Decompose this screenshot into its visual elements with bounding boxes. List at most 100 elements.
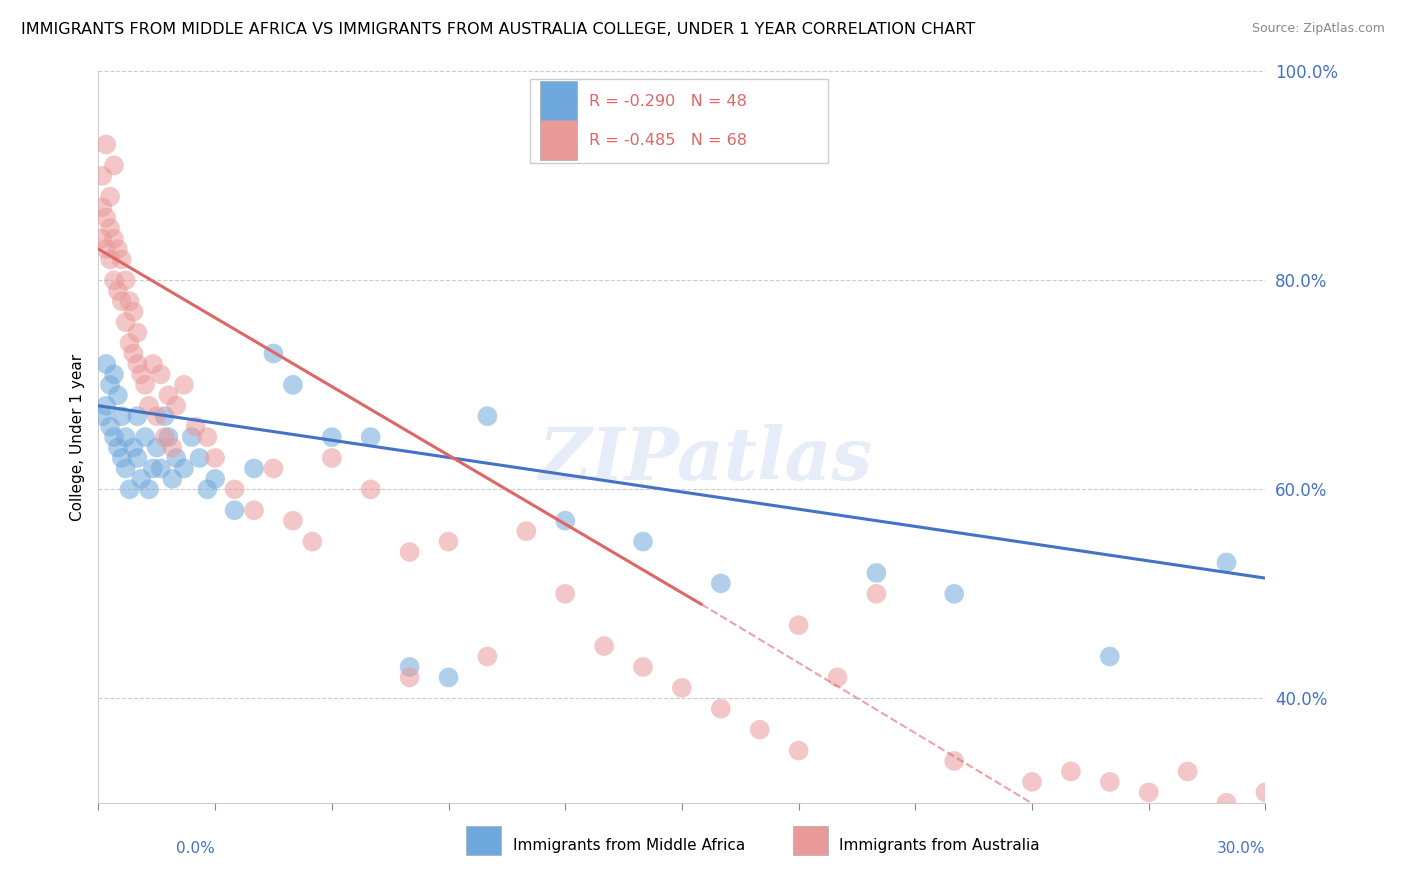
Point xyxy=(321,430,343,444)
Point xyxy=(91,200,114,214)
Point xyxy=(188,450,211,465)
Point xyxy=(710,576,733,591)
Point xyxy=(195,483,218,497)
Point xyxy=(98,190,121,204)
Point xyxy=(787,743,810,757)
Point xyxy=(173,377,195,392)
Point xyxy=(204,472,226,486)
Point xyxy=(96,399,118,413)
Point xyxy=(149,368,172,382)
Point xyxy=(157,388,180,402)
Point xyxy=(398,660,420,674)
Point xyxy=(162,441,184,455)
Text: R = -0.290   N = 48: R = -0.290 N = 48 xyxy=(589,94,747,109)
Point xyxy=(127,357,149,371)
Point xyxy=(301,534,323,549)
Point xyxy=(710,702,733,716)
Text: IMMIGRANTS FROM MIDDLE AFRICA VS IMMIGRANTS FROM AUSTRALIA COLLEGE, UNDER 1 YEAR: IMMIGRANTS FROM MIDDLE AFRICA VS IMMIGRA… xyxy=(21,22,976,37)
Point xyxy=(398,545,420,559)
Point xyxy=(281,514,304,528)
Point xyxy=(1098,775,1121,789)
Text: Immigrants from Australia: Immigrants from Australia xyxy=(839,838,1040,853)
Point xyxy=(118,483,141,497)
Point xyxy=(360,430,382,444)
Point xyxy=(865,587,887,601)
Point xyxy=(122,304,145,318)
Point xyxy=(98,221,121,235)
Point xyxy=(477,409,499,424)
Point xyxy=(243,503,266,517)
Point xyxy=(134,377,156,392)
Point xyxy=(157,430,180,444)
Point xyxy=(865,566,887,580)
Point xyxy=(1098,649,1121,664)
Point xyxy=(118,294,141,309)
Point xyxy=(96,137,118,152)
Point xyxy=(593,639,616,653)
Point xyxy=(184,419,207,434)
Text: 0.0%: 0.0% xyxy=(176,841,215,856)
Point xyxy=(127,409,149,424)
Point xyxy=(142,357,165,371)
Point xyxy=(437,670,460,684)
Point xyxy=(262,461,284,475)
Point xyxy=(1215,796,1237,810)
Point xyxy=(107,242,129,256)
Point xyxy=(134,430,156,444)
Point xyxy=(91,231,114,245)
Bar xyxy=(793,826,828,855)
Point xyxy=(173,461,195,475)
Point xyxy=(149,461,172,475)
Point xyxy=(114,315,136,329)
Point xyxy=(477,649,499,664)
Point xyxy=(162,472,184,486)
Text: 30.0%: 30.0% xyxy=(1218,841,1265,856)
Point xyxy=(943,587,966,601)
Point xyxy=(1021,775,1043,789)
Point xyxy=(129,472,152,486)
Point xyxy=(281,377,304,392)
Point xyxy=(631,534,654,549)
Point xyxy=(96,357,118,371)
Point xyxy=(787,618,810,632)
Point xyxy=(515,524,537,538)
Point xyxy=(103,273,125,287)
Point xyxy=(243,461,266,475)
Point xyxy=(554,587,576,601)
Point xyxy=(142,461,165,475)
Point xyxy=(180,430,202,444)
Point xyxy=(103,158,125,172)
Bar xyxy=(540,120,576,161)
Point xyxy=(111,294,134,309)
Point xyxy=(127,450,149,465)
Point xyxy=(1215,556,1237,570)
Point xyxy=(146,409,169,424)
Point xyxy=(224,483,246,497)
FancyBboxPatch shape xyxy=(530,78,828,163)
Point xyxy=(165,399,187,413)
Point xyxy=(103,430,125,444)
Point xyxy=(943,754,966,768)
Point xyxy=(138,483,160,497)
Point xyxy=(748,723,770,737)
Point xyxy=(96,211,118,225)
Bar xyxy=(465,826,501,855)
Point xyxy=(138,399,160,413)
Point xyxy=(107,441,129,455)
Point xyxy=(153,409,176,424)
Point xyxy=(321,450,343,465)
Point xyxy=(1177,764,1199,779)
Text: R = -0.485   N = 68: R = -0.485 N = 68 xyxy=(589,133,747,147)
Point xyxy=(224,503,246,517)
Point xyxy=(98,252,121,267)
Point xyxy=(98,419,121,434)
Point xyxy=(107,284,129,298)
Point xyxy=(204,450,226,465)
Point xyxy=(91,169,114,183)
Point xyxy=(129,368,152,382)
Point xyxy=(262,346,284,360)
Point xyxy=(111,409,134,424)
Point xyxy=(195,430,218,444)
Point xyxy=(437,534,460,549)
Point xyxy=(111,450,134,465)
